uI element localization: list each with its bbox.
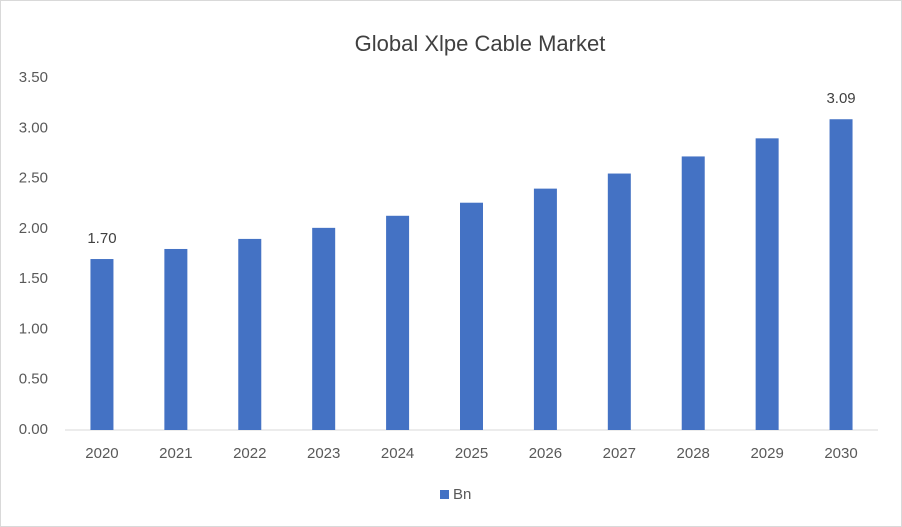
bar (755, 138, 779, 431)
bar (681, 156, 705, 430)
bar (533, 188, 557, 430)
bar (238, 238, 262, 430)
x-tick-label: 2027 (603, 445, 636, 462)
legend-swatch (440, 490, 449, 499)
x-tick-label: 2023 (307, 445, 340, 462)
bar (312, 227, 336, 430)
bar (164, 248, 188, 430)
x-tick-label: 2026 (529, 445, 562, 462)
y-tick-label: 1.50 (19, 270, 48, 287)
y-tick-label: 1.00 (19, 320, 48, 337)
x-tick-label: 2029 (750, 445, 783, 462)
x-tick-label: 2030 (824, 445, 857, 462)
y-tick-label: 0.50 (19, 371, 48, 388)
y-tick-label: 2.50 (19, 170, 48, 187)
data-label: 1.70 (87, 230, 116, 247)
data-label: 3.09 (826, 90, 855, 107)
x-tick-label: 2025 (455, 445, 488, 462)
x-tick-label: 2021 (159, 445, 192, 462)
y-tick-label: 0.00 (19, 421, 48, 438)
chart-title: Global Xlpe Cable Market (355, 31, 606, 56)
x-tick-label: 2028 (677, 445, 710, 462)
y-tick-label: 3.00 (19, 119, 48, 136)
bar (607, 173, 631, 431)
bar (460, 202, 483, 430)
legend-label: Bn (453, 486, 471, 503)
bar (386, 215, 410, 430)
y-tick-label: 3.50 (19, 69, 48, 86)
x-tick-label: 2020 (85, 445, 118, 462)
x-tick-label: 2022 (233, 445, 266, 462)
bar (829, 119, 853, 430)
y-tick-label: 2.00 (19, 220, 48, 237)
bar (90, 259, 114, 430)
x-tick-label: 2024 (381, 445, 414, 462)
